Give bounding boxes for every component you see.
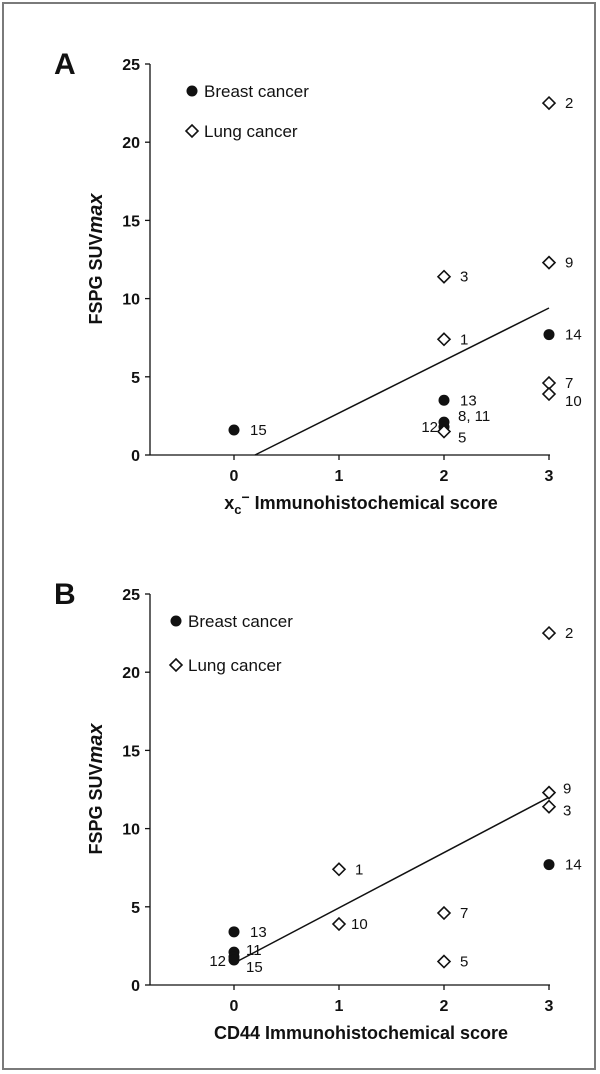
data-point-label: 7: [460, 905, 468, 922]
data-point: [331, 916, 347, 932]
data-point: [436, 269, 452, 284]
y-tick-label: 0: [131, 978, 140, 995]
data-point-label: 5: [460, 954, 468, 971]
y-axis-title: FSPG SUVmax: [85, 193, 107, 325]
x-tick-label: 2: [440, 468, 449, 485]
data-point: [541, 386, 557, 402]
legend-label: Breast cancer: [188, 612, 293, 631]
data-point-label: 7: [565, 375, 573, 392]
x-tick-label: 0: [230, 468, 239, 485]
legend-label: Breast cancer: [204, 82, 309, 101]
data-point: [438, 394, 450, 406]
legend-label: Lung cancer: [204, 122, 298, 141]
data-point-label: 3: [563, 803, 571, 820]
data-point-label: 11: [246, 942, 262, 959]
x-tick-label: 3: [545, 468, 554, 485]
y-tick-label: 10: [122, 822, 140, 839]
x-tick-label: 1: [335, 998, 344, 1015]
data-point-label: 8, 11: [458, 408, 490, 425]
y-axis-title: FSPG SUVmax: [85, 723, 107, 855]
x-tick-label: 2: [440, 998, 449, 1015]
data-point-label: 12: [209, 953, 226, 970]
legend-marker: [170, 615, 182, 627]
trendline: [254, 307, 550, 456]
y-tick-label: 15: [122, 213, 140, 230]
data-point: [541, 785, 557, 800]
data-point: [436, 424, 452, 439]
x-tick-label: 0: [230, 998, 239, 1015]
legend-marker: [168, 657, 184, 673]
data-point-label: 12: [421, 419, 438, 436]
data-point: [331, 862, 347, 877]
data-point-label: 2: [565, 95, 573, 112]
data-point: [436, 332, 452, 347]
data-point: [541, 95, 557, 111]
data-point: [541, 625, 557, 641]
x-tick-label: 1: [335, 468, 344, 485]
y-tick-label: 0: [131, 448, 140, 465]
data-point: [228, 954, 240, 966]
data-point-label: 2: [565, 625, 573, 642]
data-point-label: 9: [565, 255, 573, 272]
data-point-label: 14: [565, 857, 582, 874]
y-tick-label: 20: [122, 665, 140, 682]
panel-letter: A: [54, 48, 76, 81]
data-point: [436, 954, 452, 969]
x-axis-title: xc− Immunohistochemical score: [224, 489, 498, 517]
x-tick-label: 3: [545, 998, 554, 1015]
data-point-label: 1: [460, 331, 468, 348]
data-point-label: 13: [460, 392, 477, 409]
data-point-label: 10: [565, 393, 582, 410]
data-point-label: 13: [250, 924, 267, 941]
data-point: [228, 424, 240, 436]
data-point-label: 1: [355, 861, 363, 878]
data-point: [228, 926, 240, 938]
data-point: [541, 255, 557, 270]
data-point-label: 10: [351, 916, 368, 933]
data-point-label: 14: [565, 327, 582, 344]
data-point: [543, 859, 555, 871]
y-tick-label: 5: [131, 900, 140, 917]
data-point-label: 5: [458, 430, 466, 447]
data-point: [541, 799, 557, 814]
y-tick-label: 10: [122, 292, 140, 309]
y-tick-label: 25: [122, 57, 140, 74]
legend-marker: [186, 85, 198, 97]
x-axis-title: CD44 Immunohistochemical score: [214, 1023, 508, 1043]
legend-label: Lung cancer: [188, 656, 282, 675]
data-point-label: 9: [563, 781, 571, 798]
trendline: [233, 796, 550, 964]
y-tick-label: 15: [122, 743, 140, 760]
y-tick-label: 5: [131, 370, 140, 387]
y-tick-label: 25: [122, 587, 140, 604]
legend-marker: [184, 123, 200, 139]
panel-letter: B: [54, 578, 76, 611]
data-point-label: 15: [250, 422, 267, 439]
data-point: [436, 905, 452, 921]
data-point-label: 15: [246, 959, 263, 976]
data-point: [543, 329, 555, 341]
y-tick-label: 20: [122, 135, 140, 152]
data-point-label: 3: [460, 269, 468, 286]
